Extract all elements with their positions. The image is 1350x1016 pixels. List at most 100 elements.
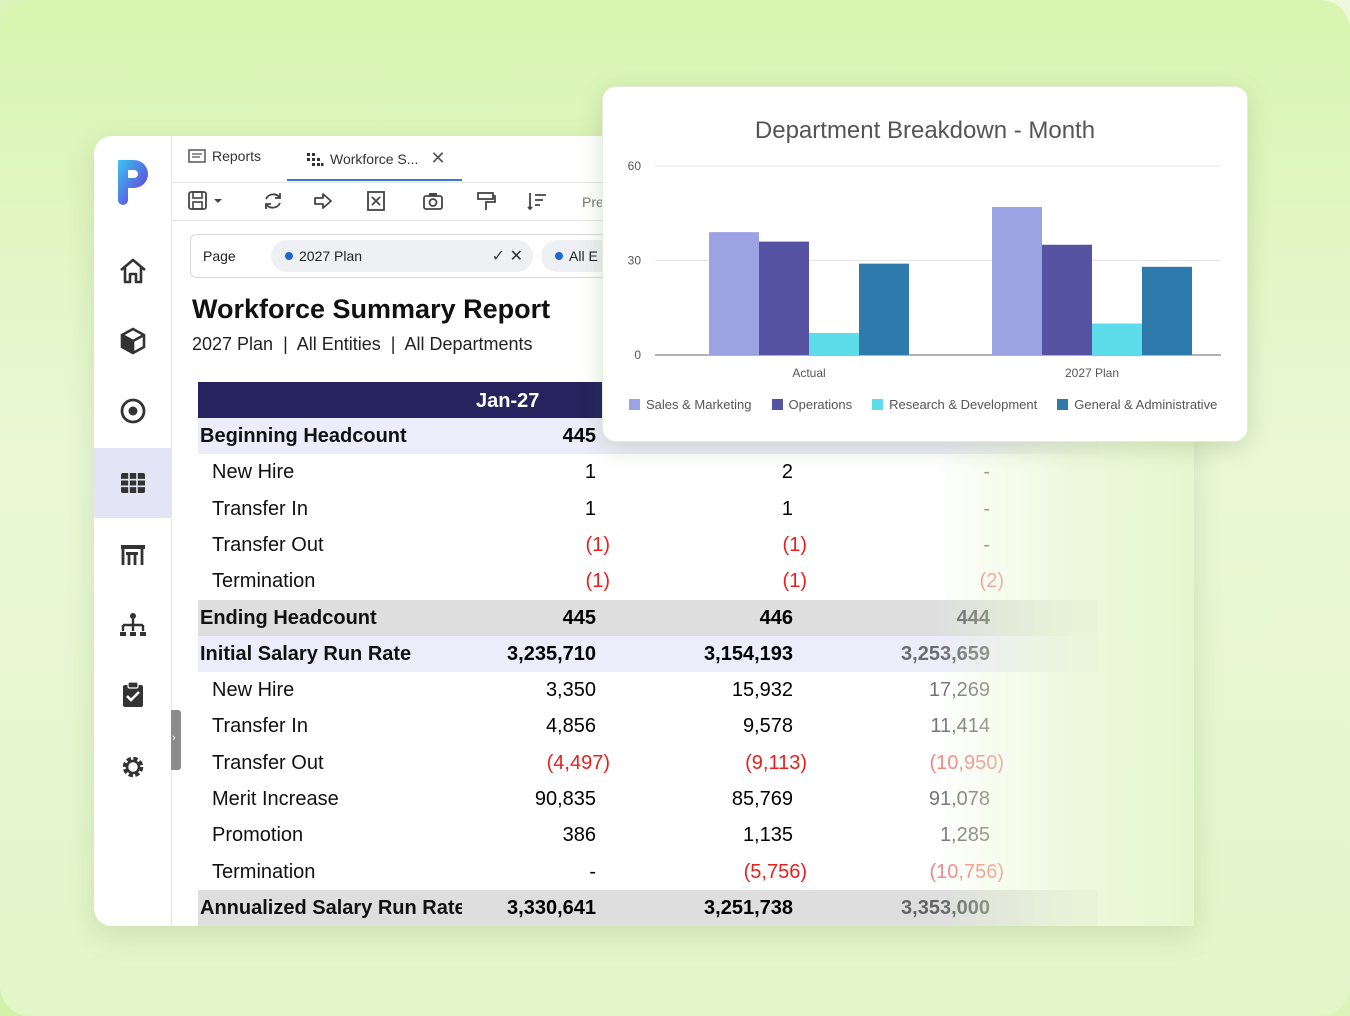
cell-value[interactable]: 386: [562, 824, 596, 847]
refresh-button[interactable]: [262, 190, 284, 212]
cell-value[interactable]: 91,078: [928, 788, 990, 810]
cell-value[interactable]: 4,856: [545, 715, 596, 738]
settings-gear-icon[interactable]: [94, 732, 171, 802]
check-icon[interactable]: ✓: [491, 248, 505, 265]
bar[interactable]: [992, 206, 1042, 355]
table-row: Merit Increase 90,835 85,769 91,078: [198, 781, 1098, 817]
cell-value[interactable]: 15,932: [731, 679, 793, 702]
cell-value[interactable]: 446: [759, 606, 793, 629]
cell-value[interactable]: 3,353,000: [901, 896, 990, 919]
cell-value[interactable]: 1,285: [939, 824, 990, 847]
cell-value[interactable]: 3,253,659: [901, 642, 990, 665]
x-tick-label: 2027 Plan: [1065, 366, 1119, 380]
page-filter-bar: Page 2027 Plan ✓ ✕ All E: [190, 234, 631, 278]
cell-value[interactable]: (1): [782, 570, 807, 593]
cell-value[interactable]: -: [983, 497, 990, 520]
cell-value[interactable]: 1: [781, 497, 793, 520]
cell-value[interactable]: (10,950): [929, 751, 1005, 774]
grid-icon[interactable]: [94, 448, 171, 518]
scenario-filter-value: 2027 Plan: [299, 248, 363, 264]
row-label: New Hire: [212, 679, 295, 702]
cell-value[interactable]: (1): [782, 533, 807, 556]
cell-value[interactable]: -: [589, 860, 596, 883]
clear-filter-icon[interactable]: ✕: [509, 248, 523, 265]
cell-value[interactable]: 3,251,738: [704, 896, 793, 919]
hierarchy-icon[interactable]: [94, 590, 171, 660]
row-label: Merit Increase: [212, 788, 339, 810]
cell-value[interactable]: 11,414: [930, 715, 990, 738]
home-icon[interactable]: [94, 236, 171, 306]
cell-value[interactable]: (10,756): [929, 860, 1005, 883]
save-dropdown-button[interactable]: [188, 190, 224, 212]
legend-item[interactable]: Operations: [771, 397, 852, 412]
cell-value[interactable]: 1,135: [742, 824, 793, 847]
cell-value[interactable]: 90,835: [534, 788, 596, 810]
cell-value[interactable]: 445: [562, 606, 596, 629]
cell-value[interactable]: 2: [781, 461, 793, 484]
tab-workforce-label: Workforce S...: [330, 150, 419, 167]
cube-icon[interactable]: [94, 306, 171, 376]
report-subtitle: 2027 Plan | All Entities | All Departmen…: [192, 334, 533, 354]
column-header-jan27: Jan-27: [476, 390, 540, 412]
bar[interactable]: [859, 263, 909, 355]
cell-value[interactable]: -: [983, 533, 990, 556]
row-label: Transfer Out: [212, 751, 324, 774]
legend-item[interactable]: Research & Development: [872, 397, 1037, 412]
bar[interactable]: [1092, 323, 1142, 356]
legend-label: General & Administrative: [1074, 397, 1218, 412]
bar[interactable]: [759, 241, 809, 355]
cell-value[interactable]: 444: [956, 606, 990, 629]
y-tick-label: 30: [628, 254, 642, 268]
paint-roller-icon: [477, 192, 496, 210]
clipboard-check-icon[interactable]: [94, 660, 171, 730]
tab-workforce[interactable]: Workforce S... ✕: [306, 148, 446, 169]
cell-value[interactable]: (4,497): [546, 751, 610, 774]
close-icon[interactable]: ✕: [430, 148, 446, 168]
export-button[interactable]: [312, 190, 334, 212]
column-header-row: Jan-27: [198, 382, 618, 418]
bar[interactable]: [1142, 266, 1192, 355]
cell-value[interactable]: 445: [562, 425, 596, 447]
cell-value[interactable]: (1): [585, 570, 610, 593]
cell-value[interactable]: 3,154,193: [704, 642, 793, 665]
chart-legend: Sales & Marketing Operations Research & De…: [629, 397, 1217, 412]
cell-value[interactable]: (1): [585, 533, 610, 556]
bar[interactable]: [809, 332, 859, 355]
row-label: Beginning Headcount: [200, 425, 407, 447]
table-row: Termination (1) (1) (2): [198, 563, 1098, 599]
sort-filter-button[interactable]: [526, 190, 548, 212]
format-painter-button[interactable]: [475, 190, 497, 212]
scenario-filter-pill[interactable]: 2027 Plan ✓ ✕: [271, 240, 533, 272]
cell-value[interactable]: 1: [584, 461, 596, 484]
table-row: Transfer Out (4,497) (9,113) (10,950): [198, 745, 1098, 781]
cell-value[interactable]: 3,350: [545, 679, 596, 702]
snapshot-button[interactable]: [422, 190, 444, 212]
target-icon[interactable]: [94, 376, 171, 446]
cell-value[interactable]: 17,269: [928, 679, 990, 702]
tab-reports[interactable]: Reports: [188, 148, 261, 164]
cell-value[interactable]: 3,235,710: [507, 642, 596, 665]
document-icon: [188, 149, 206, 163]
cell-value[interactable]: 3,330,641: [507, 896, 596, 919]
cell-value[interactable]: (9,113): [745, 751, 807, 774]
cell-value[interactable]: 9,578: [742, 715, 793, 738]
cell-value[interactable]: 85,769: [731, 788, 793, 810]
row-label: Transfer In: [212, 715, 308, 738]
excel-icon: [367, 191, 385, 211]
sidebar-collapse-handle[interactable]: ›: [171, 710, 181, 770]
legend-item[interactable]: General & Administrative: [1057, 397, 1217, 412]
cell-value[interactable]: (5,756): [743, 860, 807, 883]
excel-button[interactable]: [365, 190, 387, 212]
bar[interactable]: [1042, 244, 1092, 355]
filter-label: Page: [203, 248, 236, 264]
filter-dot-icon: [555, 252, 563, 260]
cell-value[interactable]: 1: [584, 497, 596, 520]
active-tab-indicator: [287, 179, 462, 181]
building-icon[interactable]: [94, 520, 171, 590]
legend-item[interactable]: Sales & Marketing: [629, 397, 752, 412]
toolbar-truncated-label[interactable]: Pre: [582, 194, 604, 210]
x-tick-label: Actual: [792, 366, 825, 380]
bar[interactable]: [709, 232, 759, 355]
cell-value[interactable]: -: [983, 461, 990, 484]
cell-value[interactable]: (2): [979, 570, 1004, 593]
